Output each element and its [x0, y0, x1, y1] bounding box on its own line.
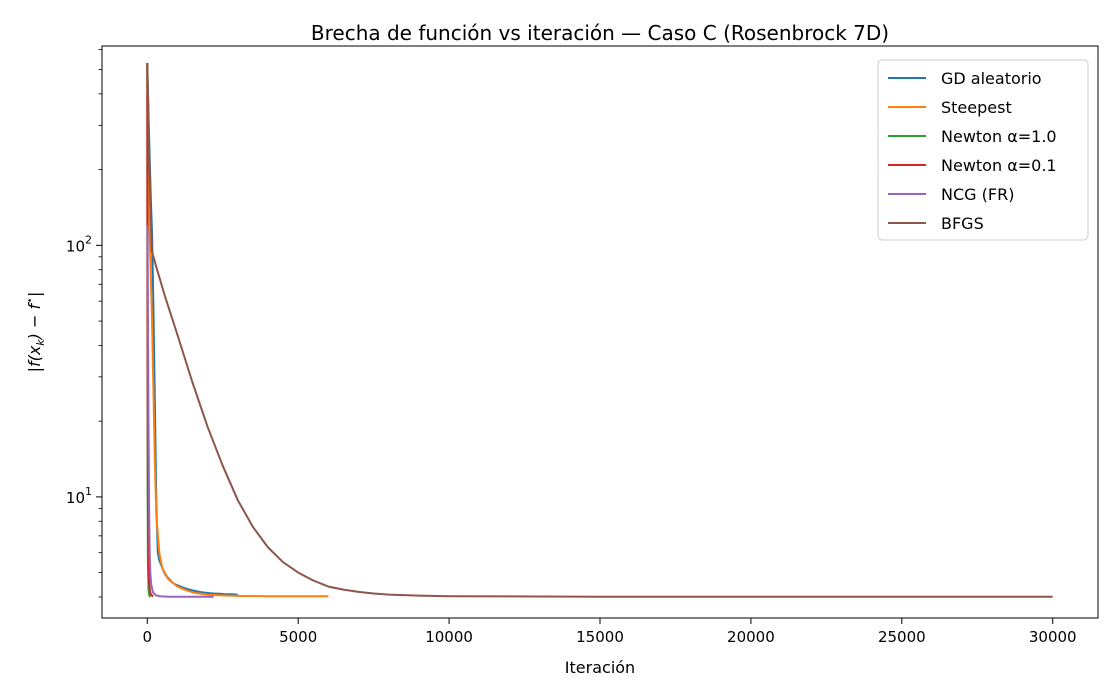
x-tick-label: 0: [142, 628, 152, 646]
y-axis-label: |f(xk) − f⋆|: [23, 292, 47, 373]
chart-title: Brecha de función vs iteración — Caso C …: [311, 21, 889, 45]
legend-label: BFGS: [941, 214, 984, 233]
x-tick-label: 20000: [727, 628, 775, 646]
legend-box: [877, 59, 1089, 241]
x-tick-label: 5000: [279, 628, 317, 646]
series-line-5: [146, 225, 214, 598]
y-tick-label: 101: [66, 485, 92, 507]
y-label-mid: ) − f: [25, 301, 44, 340]
y-label-sup: ⋆: [23, 297, 36, 304]
x-axis: 0 5000 10000 15000 20000 25000 30000: [142, 618, 1077, 646]
y-axis: 101 102: [66, 49, 102, 598]
legend-label: GD aleatorio: [941, 69, 1042, 88]
x-axis-label: Iteración: [565, 658, 635, 677]
series-line-2: [146, 63, 329, 598]
y-label-close: |: [25, 292, 44, 297]
x-tick-label: 30000: [1029, 628, 1077, 646]
series-layer: [146, 63, 1053, 598]
legend-label: Steepest: [941, 98, 1012, 117]
y-tick-label: 102: [66, 233, 92, 255]
series-line-1: [146, 63, 238, 596]
x-tick-label: 25000: [878, 628, 926, 646]
legend-label: Newton α=1.0: [941, 127, 1057, 146]
legend-label: NCG (FR): [941, 185, 1014, 204]
y-label-sub: k: [34, 339, 47, 346]
legend-label: Newton α=0.1: [941, 156, 1057, 175]
x-tick-label: 15000: [576, 628, 624, 646]
legend: GD aleatorio Steepest Newton α=1.0 Newton α…: [877, 59, 1089, 241]
x-tick-label: 10000: [425, 628, 473, 646]
series-line-6: [146, 63, 1053, 598]
y-label-open: |f(x: [25, 345, 44, 372]
